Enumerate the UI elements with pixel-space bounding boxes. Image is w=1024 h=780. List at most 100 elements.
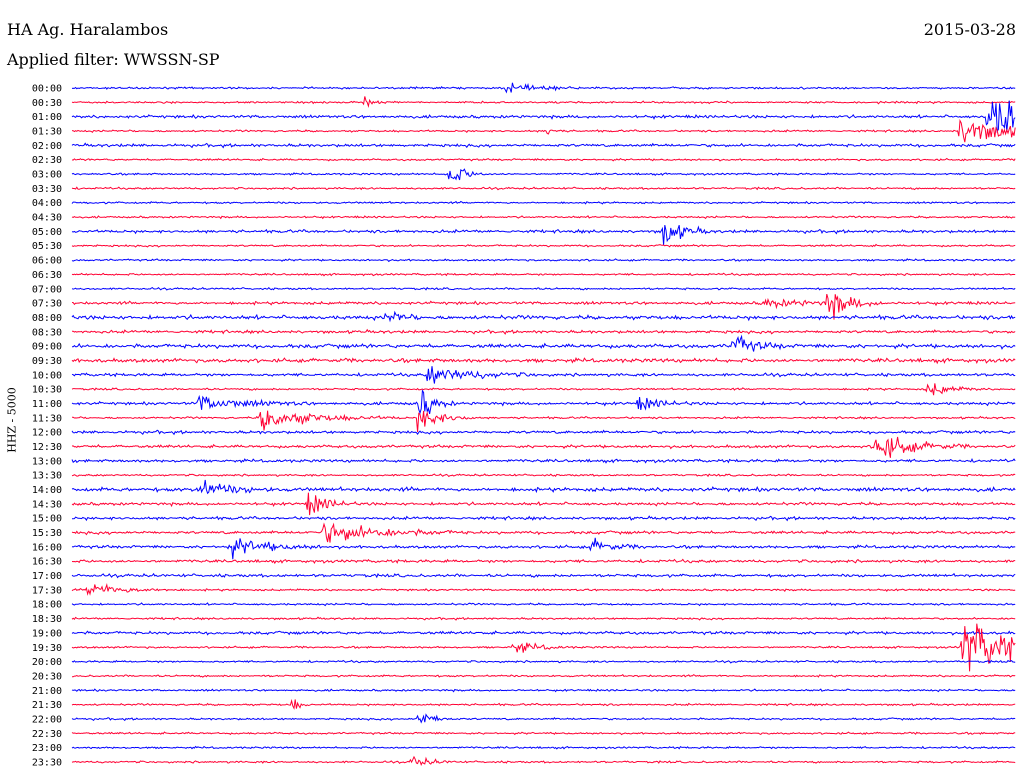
trace-line [71, 572, 1016, 579]
trace-line [71, 224, 1016, 246]
time-tick-label: 20:00 [32, 657, 62, 668]
trace-line [72, 515, 1016, 522]
time-tick-label: 03:00 [32, 170, 62, 181]
trace-line [71, 674, 1016, 678]
filter-label: Applied filter: WWSSN-SP [7, 50, 220, 69]
time-tick-label: 14:30 [32, 499, 62, 510]
trace-line [71, 96, 1016, 108]
time-tick-label: 23:30 [32, 757, 62, 768]
time-tick-label: 10:00 [32, 370, 62, 381]
time-tick-label: 04:00 [32, 198, 62, 209]
time-tick-label: 17:00 [32, 571, 62, 582]
trace-line [71, 582, 1016, 596]
trace-line [71, 457, 1016, 464]
time-tick-label: 19:30 [32, 643, 62, 654]
time-tick-label: 23:00 [32, 743, 62, 754]
trace-line [71, 168, 1016, 181]
trace-line [71, 623, 1016, 672]
trace-line [71, 745, 1016, 750]
trace-line [71, 522, 1016, 543]
time-tick-label: 05:30 [32, 241, 62, 252]
trace-line [71, 473, 1016, 478]
trace-line [71, 429, 1016, 436]
time-tick-label: 22:00 [32, 714, 62, 725]
time-tick-label: 21:30 [32, 700, 62, 711]
time-tick-label: 07:30 [32, 299, 62, 310]
trace-line [71, 357, 1016, 365]
time-tick-label: 12:00 [32, 428, 62, 439]
trace-line [71, 436, 1016, 458]
time-tick-label: 03:30 [32, 184, 62, 195]
trace-line [71, 286, 1016, 291]
time-tick-label: 09:00 [32, 342, 62, 353]
time-tick-labels: 00:00 00:30 01:00 01:30 02:00 02:30 03:00 03:30… [32, 84, 62, 769]
trace-line [71, 272, 1016, 277]
time-tick-label: 21:00 [32, 686, 62, 697]
trace-line [71, 383, 1016, 396]
trace-line [71, 389, 1016, 415]
time-tick-label: 13:00 [32, 456, 62, 467]
time-tick-label: 05:00 [32, 227, 62, 238]
trace-line [71, 215, 1016, 220]
time-tick-label: 07:00 [32, 284, 62, 295]
trace-line [71, 479, 1016, 495]
time-tick-label: 01:30 [32, 127, 62, 138]
trace-line [71, 616, 1016, 621]
seismic-traces [71, 82, 1016, 767]
time-tick-label: 15:00 [32, 514, 62, 525]
trace-line [71, 118, 1016, 143]
time-tick-label: 15:30 [32, 528, 62, 539]
trace-line [71, 142, 1016, 149]
trace-line [71, 713, 1016, 724]
time-tick-label: 14:00 [32, 485, 62, 496]
time-tick-label: 16:00 [32, 542, 62, 553]
time-tick-label: 20:30 [32, 671, 62, 682]
trace-line [71, 688, 1016, 693]
time-tick-label: 01:00 [32, 112, 62, 123]
time-tick-label: 16:30 [32, 557, 62, 568]
time-tick-label: 10:30 [32, 385, 62, 396]
time-tick-label: 00:30 [32, 98, 62, 109]
time-tick-label: 08:00 [32, 313, 62, 324]
trace-line [71, 602, 1016, 607]
trace-line [71, 100, 1016, 133]
trace-line [71, 293, 1016, 320]
time-tick-label: 02:30 [32, 155, 62, 166]
time-tick-label: 22:30 [32, 729, 62, 740]
time-tick-label: 17:30 [32, 585, 62, 596]
time-tick-label: 12:30 [32, 442, 62, 453]
trace-line [71, 366, 1016, 384]
time-tick-label: 02:00 [32, 141, 62, 152]
trace-line [71, 630, 1016, 636]
trace-line [71, 537, 1016, 560]
trace-line [71, 186, 1016, 191]
time-tick-label: 13:30 [32, 471, 62, 482]
time-tick-label: 04:30 [32, 213, 62, 224]
time-tick-label: 00:00 [32, 84, 62, 95]
trace-line [72, 410, 1016, 433]
trace-line [71, 200, 1016, 205]
date-label: 2015-03-28 [923, 20, 1016, 39]
time-tick-label: 18:00 [32, 600, 62, 611]
station-title: HA Ag. Haralambos [7, 20, 169, 39]
time-tick-label: 06:30 [32, 270, 62, 281]
trace-line [71, 157, 1016, 162]
time-tick-label: 11:00 [32, 399, 62, 410]
trace-line [71, 492, 1016, 516]
trace-line [71, 310, 1016, 323]
time-tick-label: 09:30 [32, 356, 62, 367]
trace-line [71, 243, 1016, 248]
time-tick-label: 06:00 [32, 256, 62, 267]
time-tick-label: 18:30 [32, 614, 62, 625]
trace-line [71, 731, 1016, 736]
trace-line [71, 258, 1016, 263]
trace-line [72, 334, 1016, 352]
trace-line [71, 558, 1016, 565]
time-tick-label: 19:00 [32, 628, 62, 639]
trace-line [71, 755, 1016, 767]
trace-line [71, 659, 1016, 664]
trace-line [71, 82, 1016, 94]
time-tick-label: 08:30 [32, 327, 62, 338]
